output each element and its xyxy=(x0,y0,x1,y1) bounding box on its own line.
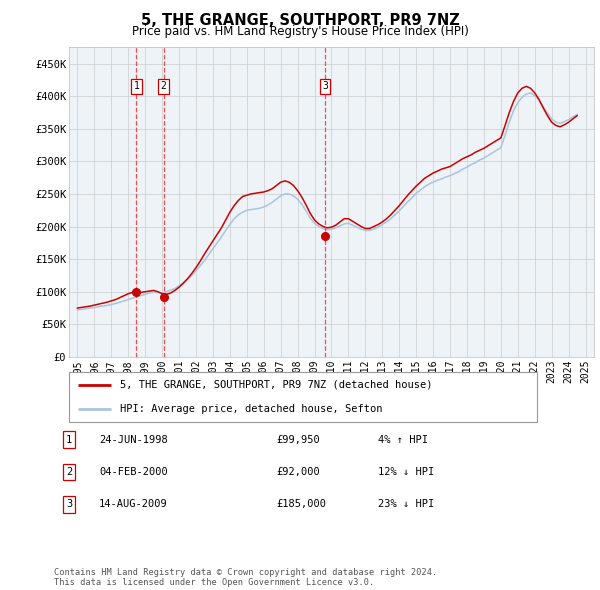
Text: 14-AUG-2009: 14-AUG-2009 xyxy=(99,500,168,509)
Text: 3: 3 xyxy=(322,81,328,91)
Text: 23% ↓ HPI: 23% ↓ HPI xyxy=(378,500,434,509)
Text: 1: 1 xyxy=(66,435,72,444)
Text: 4% ↑ HPI: 4% ↑ HPI xyxy=(378,435,428,444)
Text: 12% ↓ HPI: 12% ↓ HPI xyxy=(378,467,434,477)
Text: Price paid vs. HM Land Registry's House Price Index (HPI): Price paid vs. HM Land Registry's House … xyxy=(131,25,469,38)
Text: 2: 2 xyxy=(161,81,167,91)
Text: 5, THE GRANGE, SOUTHPORT, PR9 7NZ: 5, THE GRANGE, SOUTHPORT, PR9 7NZ xyxy=(140,13,460,28)
Text: Contains HM Land Registry data © Crown copyright and database right 2024.
This d: Contains HM Land Registry data © Crown c… xyxy=(54,568,437,587)
Text: £92,000: £92,000 xyxy=(276,467,320,477)
FancyBboxPatch shape xyxy=(69,372,537,422)
Text: 1: 1 xyxy=(133,81,139,91)
Text: 2: 2 xyxy=(66,467,72,477)
Text: HPI: Average price, detached house, Sefton: HPI: Average price, detached house, Seft… xyxy=(121,404,383,414)
Text: £185,000: £185,000 xyxy=(276,500,326,509)
Text: 5, THE GRANGE, SOUTHPORT, PR9 7NZ (detached house): 5, THE GRANGE, SOUTHPORT, PR9 7NZ (detac… xyxy=(121,380,433,390)
Text: 24-JUN-1998: 24-JUN-1998 xyxy=(99,435,168,444)
Text: £99,950: £99,950 xyxy=(276,435,320,444)
Text: 04-FEB-2000: 04-FEB-2000 xyxy=(99,467,168,477)
Text: 3: 3 xyxy=(66,500,72,509)
